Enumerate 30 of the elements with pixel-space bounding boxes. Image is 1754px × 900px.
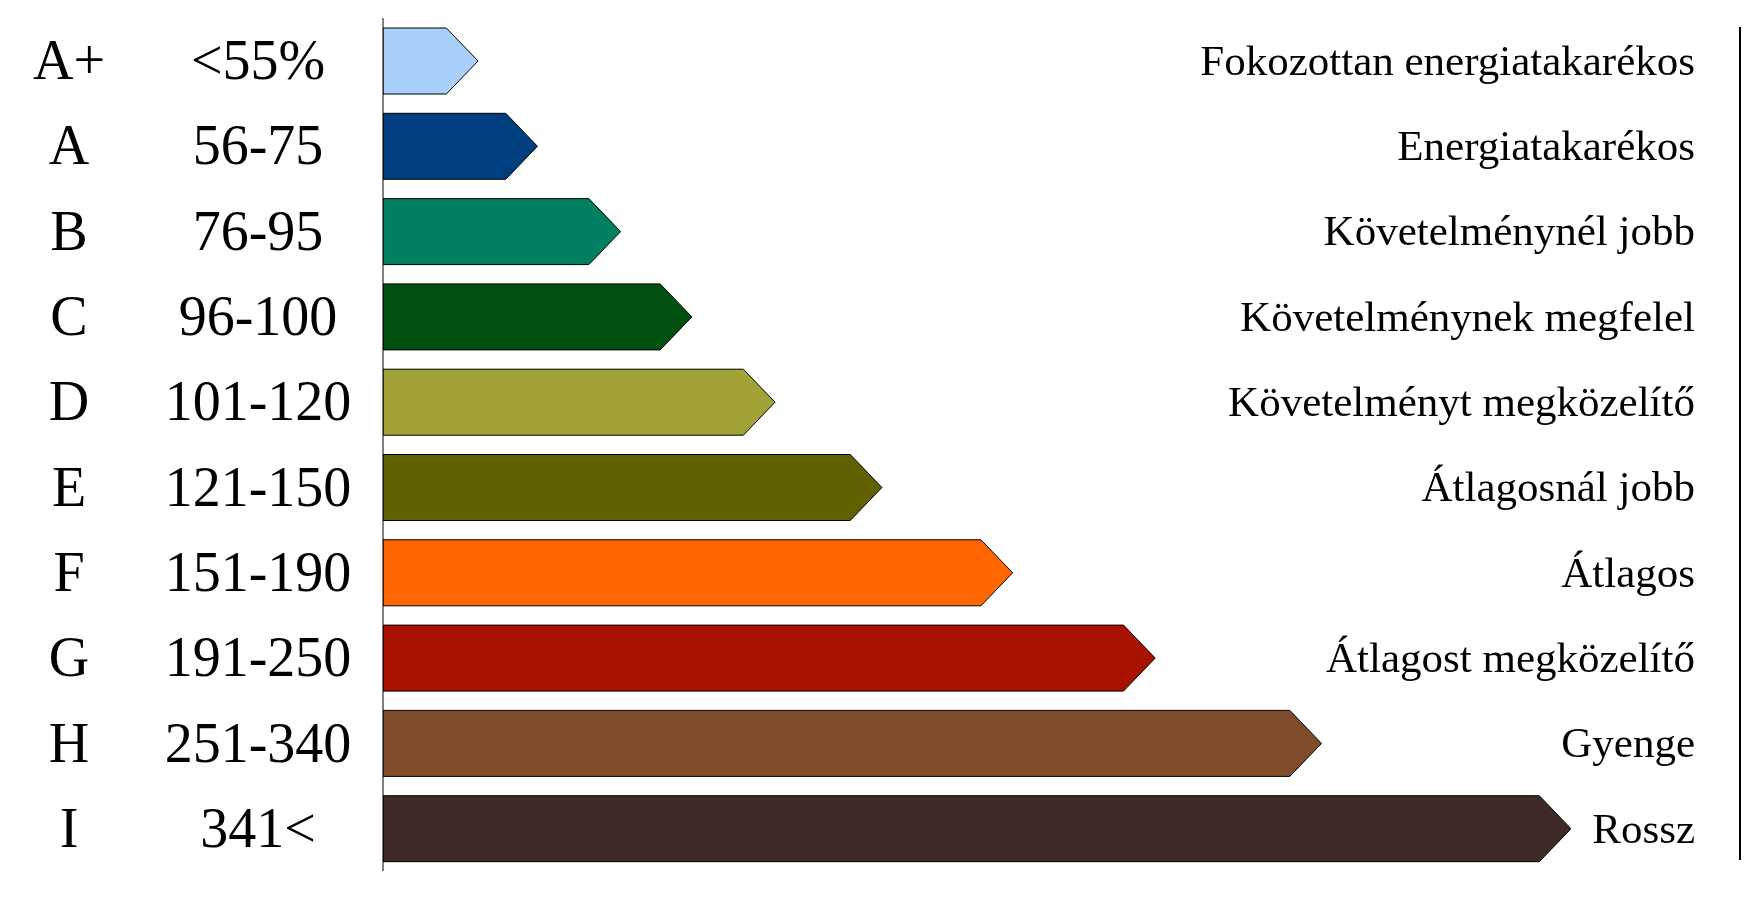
y2-tick-label: Átlagosnál jobb [1421, 463, 1695, 511]
y2-tick-label: Követelményt megközelítő [1228, 378, 1695, 426]
y-tick-label: E [51, 455, 87, 518]
y2-tick-label: Követelménynél jobb [1323, 207, 1695, 255]
text: 191-250 [164, 626, 352, 689]
y-tick-label: A [48, 114, 90, 177]
y2-tick-label: Rossz [1592, 804, 1695, 852]
text: 121-150 [164, 455, 352, 518]
y-tick-label: G [48, 626, 90, 689]
text: 76-95 [192, 199, 324, 262]
y2-tick-label: Átlagost megközelítő [1325, 633, 1695, 681]
text: 96-100 [178, 285, 338, 348]
y-tick-label: H [48, 711, 90, 774]
y2-tick-label: Gyenge [1561, 719, 1695, 767]
y-tick-label: I [59, 796, 79, 859]
text: 101-120 [164, 370, 352, 433]
y-tick-label: A+ [32, 29, 106, 92]
y2-tick-label: Fokozottan energiatakarékos [1200, 36, 1695, 84]
y2-tick-label: Követelménynek megfelel [1240, 292, 1696, 340]
text: <55% [190, 29, 326, 92]
y-tick-label: D [48, 370, 90, 433]
text: 251-340 [164, 711, 352, 774]
y2-tick-label: Energiatakarékos [1397, 122, 1695, 170]
text: 56-75 [192, 114, 324, 177]
y2-tick-label: Átlagos [1561, 548, 1695, 596]
text: 341< [200, 796, 316, 859]
y-tick-label: B [50, 199, 88, 262]
y-tick-label: C [50, 285, 88, 348]
text: 151-190 [164, 540, 352, 603]
y-tick-label: F [53, 540, 85, 603]
